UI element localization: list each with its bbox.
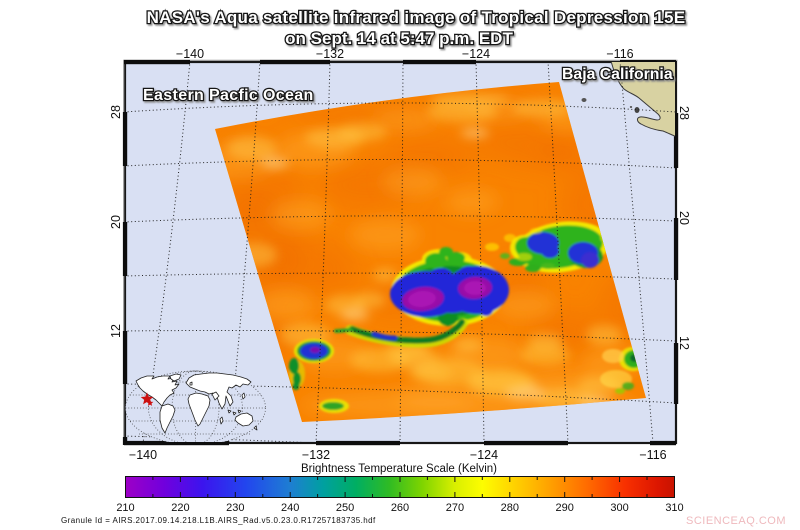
svg-text:−116: −116 (639, 448, 666, 462)
svg-text:260: 260 (391, 502, 409, 514)
svg-text:Granule Id = AIRS.2017.09.14.2: Granule Id = AIRS.2017.09.14.218.L1B.AIR… (61, 516, 376, 525)
svg-text:20: 20 (677, 211, 691, 225)
svg-text:280: 280 (501, 502, 519, 514)
svg-text:on Sept. 14 at 5:47 p.m. EDT: on Sept. 14 at 5:47 p.m. EDT (285, 29, 513, 48)
svg-text:−132: −132 (302, 448, 330, 462)
svg-text:220: 220 (171, 502, 189, 514)
svg-text:−132: −132 (316, 47, 344, 61)
svg-text:NASA's Aqua satellite infrared: NASA's Aqua satellite infrared image of … (147, 8, 686, 27)
svg-text:−116: −116 (606, 47, 633, 61)
svg-text:−124: −124 (462, 47, 490, 61)
svg-text:270: 270 (446, 502, 464, 514)
svg-text:Brightness Temperature Scale (: Brightness Temperature Scale (Kelvin) (301, 463, 497, 475)
svg-text:240: 240 (281, 502, 299, 514)
svg-text:−140: −140 (129, 448, 157, 462)
svg-text:12: 12 (109, 324, 123, 338)
svg-text:230: 230 (226, 502, 244, 514)
svg-text:210: 210 (116, 502, 134, 514)
svg-text:−140: −140 (176, 47, 204, 61)
svg-text:250: 250 (336, 502, 354, 514)
svg-text:290: 290 (556, 502, 574, 514)
svg-text:310: 310 (665, 502, 683, 514)
svg-text:SCIENCEAQ.COM: SCIENCEAQ.COM (686, 515, 786, 527)
svg-text:−124: −124 (470, 448, 498, 462)
svg-text:20: 20 (109, 215, 123, 229)
svg-text:Baja California: Baja California (562, 66, 673, 83)
svg-text:28: 28 (109, 105, 123, 119)
svg-text:28: 28 (677, 106, 691, 120)
svg-text:12: 12 (677, 336, 691, 350)
svg-text:300: 300 (610, 502, 628, 514)
svg-text:Eastern Pacfic Ocean: Eastern Pacfic Ocean (143, 87, 314, 104)
